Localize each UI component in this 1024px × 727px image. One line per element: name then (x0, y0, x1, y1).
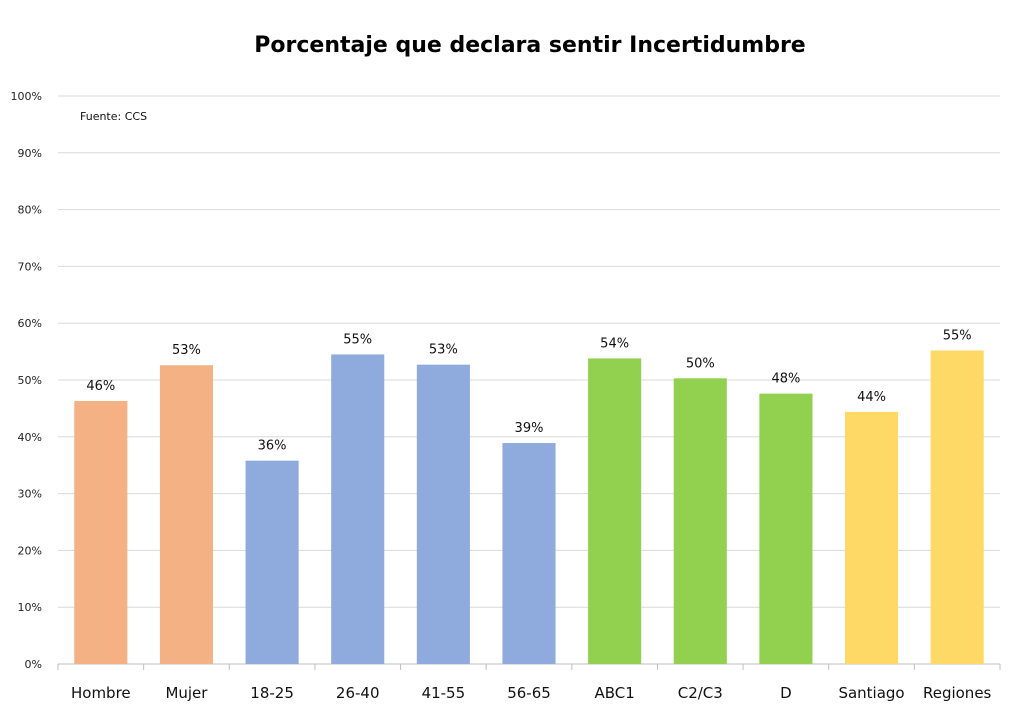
data-label: 53% (172, 343, 201, 358)
category-label: C2/C3 (678, 684, 723, 702)
y-tick-label: 30% (18, 488, 42, 501)
category-label: ABC1 (594, 684, 634, 702)
bar (416, 364, 470, 664)
bar (245, 460, 299, 664)
y-tick-label: 10% (18, 601, 42, 614)
x-axis-categories: Hombre Mujer 18-25 26-40 41-55 56-65 ABC1 C2/C3… (71, 684, 992, 702)
category-label: Mujer (165, 684, 208, 702)
source-note: Fuente: CCS (80, 110, 147, 123)
data-label: 55% (943, 328, 972, 343)
category-label: 26-40 (336, 684, 380, 702)
category-label: Santiago (838, 684, 904, 702)
category-label: 18-25 (250, 684, 294, 702)
category-label: D (780, 684, 792, 702)
bar (502, 443, 556, 664)
bar (844, 411, 899, 664)
gridlines (57, 95, 1001, 670)
data-label: 50% (686, 356, 715, 371)
y-tick-label: 70% (18, 260, 42, 273)
y-tick-label: 60% (18, 317, 42, 330)
y-axis-ticks: 0% 10% 20% 30% 40% 50% 60% 70% 80% 90% 100% (11, 90, 42, 671)
data-label: 55% (343, 332, 372, 347)
category-label: 56-65 (507, 684, 551, 702)
bar (331, 354, 385, 664)
data-labels: 46% 53% 36% 55% 53% 39% 54% 50% 48% 44% 55% (86, 328, 971, 453)
data-label: 36% (258, 439, 287, 454)
bar (930, 350, 984, 664)
data-label: 46% (86, 379, 115, 394)
category-label: Hombre (71, 684, 131, 702)
bar (74, 401, 128, 664)
data-label: 48% (771, 372, 800, 387)
y-tick-label: 50% (18, 374, 42, 387)
category-label: 41-55 (422, 684, 466, 702)
category-label: Regiones (923, 684, 992, 702)
y-tick-label: 80% (18, 204, 42, 217)
data-label: 39% (515, 421, 544, 436)
bar (159, 365, 214, 664)
y-tick-label: 40% (18, 431, 42, 444)
y-tick-label: 90% (18, 147, 42, 160)
y-tick-label: 0% (25, 658, 42, 671)
bars (74, 350, 984, 664)
y-tick-label: 20% (18, 544, 42, 557)
data-label: 54% (600, 336, 629, 351)
bar (588, 358, 642, 664)
data-label: 44% (857, 390, 886, 405)
chart-title: Porcentaje que declara sentir Incertidum… (254, 33, 805, 58)
bar (673, 378, 727, 664)
data-label: 53% (429, 343, 458, 358)
bar (759, 393, 813, 664)
y-tick-label: 100% (11, 90, 42, 103)
